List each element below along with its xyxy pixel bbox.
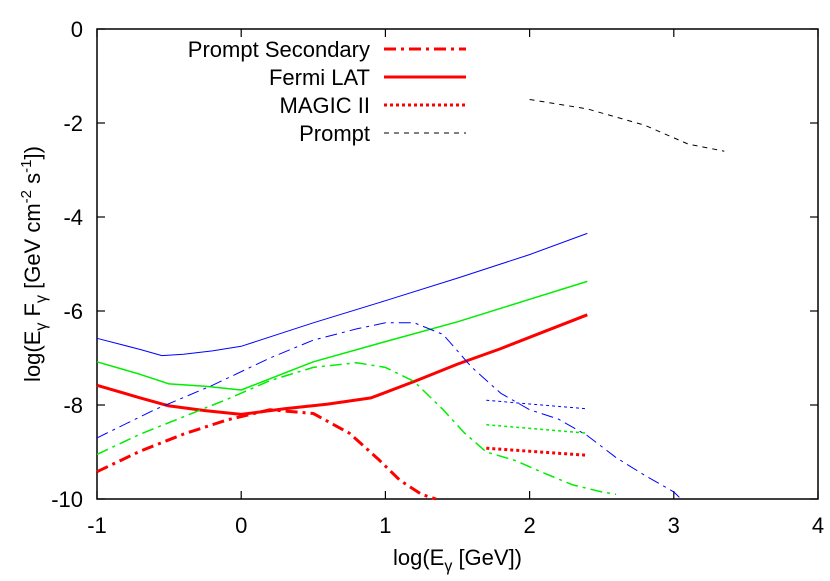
y-tick-label: 0	[71, 17, 83, 42]
plot-frame	[96, 28, 819, 500]
legend-label: Fermi LAT	[269, 65, 370, 90]
x-tick-label: 4	[812, 513, 824, 538]
x-tick-label: 0	[235, 513, 247, 538]
ticks: -1 0 1 2 3 4-10-8-6-4-20	[51, 17, 824, 538]
y-tick-label: -6	[63, 299, 83, 324]
series-line-9	[529, 99, 725, 152]
x-tick-label: 1	[379, 513, 391, 538]
curves	[96, 99, 725, 501]
x-tick-label: 3	[668, 513, 680, 538]
y-tick-label: -2	[63, 111, 83, 136]
series-line-7	[486, 423, 588, 434]
series-line-6	[486, 446, 588, 457]
series-line-2	[96, 232, 588, 357]
y-tick-label: -4	[63, 205, 83, 230]
series-line-1	[96, 280, 588, 391]
x-axis-label: log(Eγ [GeV])	[393, 545, 522, 575]
x-tick-label: -1	[87, 513, 107, 538]
y-tick-label: -10	[51, 487, 83, 512]
series-line-8	[486, 399, 588, 410]
y-axis-label: log(Eγ Fγ [GeV cm-2 s-1])	[18, 146, 50, 382]
series-line-5	[96, 322, 682, 500]
series-line-3	[96, 408, 437, 501]
series-line-4	[96, 361, 617, 496]
series-line-0	[96, 313, 588, 416]
legend: Prompt Secondary Fermi LAT MAGIC II Prompt	[188, 37, 466, 146]
y-tick-label: -8	[63, 393, 83, 418]
x-tick-label: 2	[523, 513, 535, 538]
legend-label: Prompt	[299, 121, 370, 146]
legend-label: Prompt Secondary	[188, 37, 370, 62]
legend-label: MAGIC II	[280, 93, 370, 118]
